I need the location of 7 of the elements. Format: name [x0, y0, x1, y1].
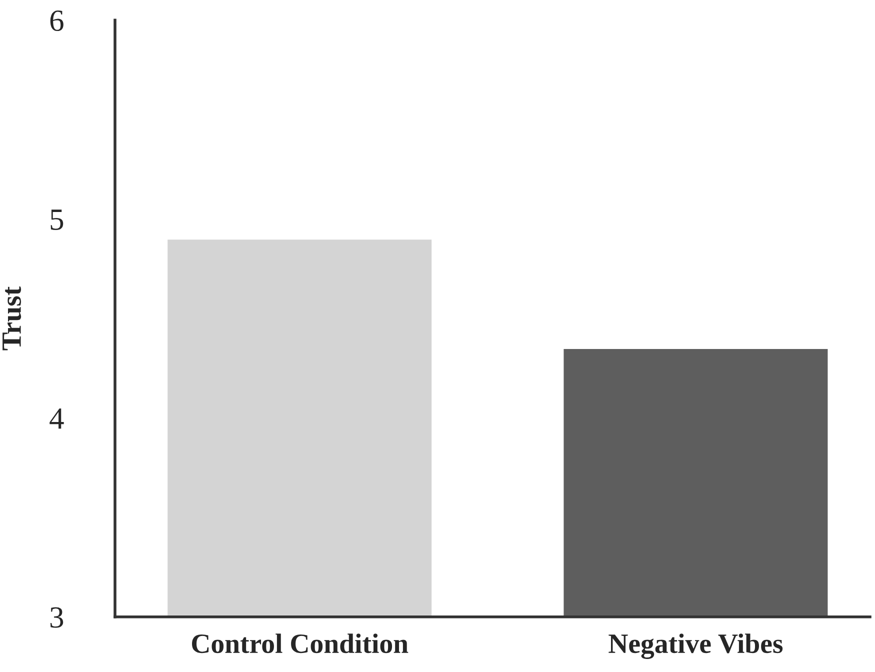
y-tick-label: 3 [50, 607, 64, 628]
x-tick-label: Negative Vibes [608, 634, 783, 659]
x-tick-label: Control Condition [192, 634, 408, 654]
y-tick-label: 4 [50, 408, 64, 429]
y-tick-label: 6 [50, 10, 64, 32]
y-axis-title: Trust [2, 286, 22, 350]
y-tick-label: 5 [50, 210, 64, 230]
